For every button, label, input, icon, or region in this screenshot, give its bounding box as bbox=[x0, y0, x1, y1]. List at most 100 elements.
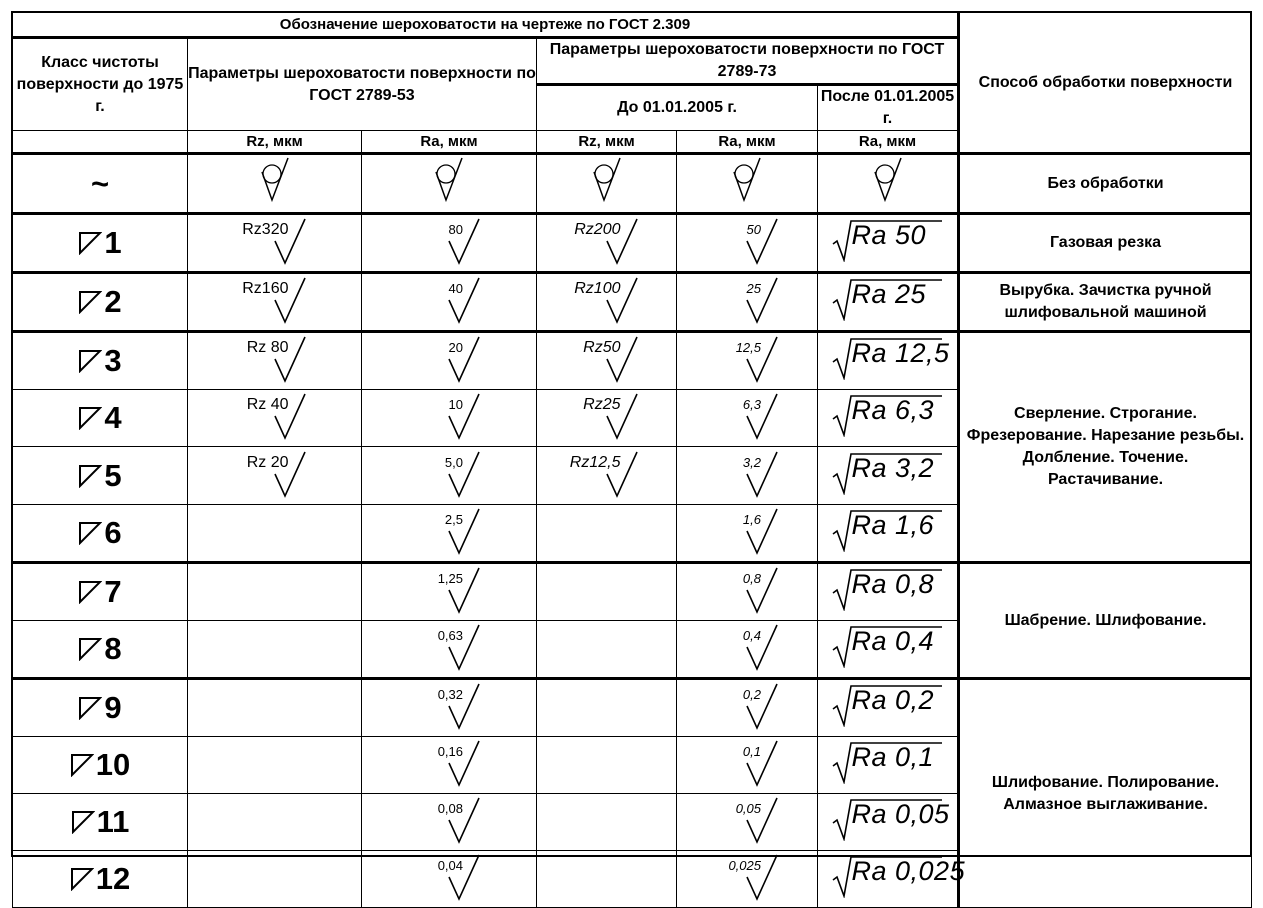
sqrt-roughness-symbol-icon: Ra 0,1 bbox=[832, 740, 944, 784]
rz53-cell bbox=[187, 850, 362, 908]
processing-method: Вырубка. Зачистка ручной шлифовальной ма… bbox=[957, 272, 1252, 333]
roughness-value: Rz320 bbox=[242, 221, 289, 238]
rz53-cell bbox=[187, 736, 362, 794]
ra73-cell: 0,4 bbox=[676, 620, 818, 680]
sqrt-roughness-symbol-icon: Ra 12,5 bbox=[832, 336, 949, 380]
class-value: 11 bbox=[96, 804, 130, 839]
ra-2005-value: Ra 0,1 bbox=[851, 742, 935, 772]
class-cell: 12 bbox=[12, 850, 188, 908]
rz53-cell: Rz 80 bbox=[187, 331, 362, 390]
class-value: 5 bbox=[104, 457, 122, 493]
ra-2005-cell: Ra 3,2 bbox=[817, 446, 959, 505]
class-cell: 8 bbox=[12, 620, 188, 680]
unit-spacer bbox=[12, 130, 188, 155]
roughness-symbol-icon: 20 bbox=[443, 333, 483, 383]
ra-2005-value: Ra 6,3 bbox=[851, 395, 935, 425]
roughness-symbol-icon: Rz50 bbox=[583, 333, 641, 383]
ra-2005-value: Ra 0,05 bbox=[851, 799, 950, 829]
roughness-symbol-icon: Rz100 bbox=[574, 274, 641, 324]
class-value: 10 bbox=[95, 747, 131, 782]
rz53-cell bbox=[187, 620, 362, 680]
roughness-value: Rz25 bbox=[583, 396, 621, 413]
processing-method: Сверление. Строгание. Фрезерование. Наре… bbox=[957, 331, 1252, 564]
class-cell: 9 bbox=[12, 678, 188, 737]
before-2005-header: До 01.01.2005 г. bbox=[536, 84, 818, 131]
table-row: ~ Без обработки bbox=[12, 153, 1252, 215]
class-cell: 3 bbox=[12, 331, 188, 390]
roughness-symbol-icon: 0,05 bbox=[736, 794, 781, 844]
roughness-symbol-icon: 25 bbox=[741, 274, 781, 324]
table-row: 10 0,16 0,1 Ra 0,1 bbox=[12, 736, 1252, 794]
roughness-value: 0,63 bbox=[437, 628, 463, 643]
roughness-value: 0,2 bbox=[742, 687, 761, 702]
sqrt-roughness-symbol-icon: Ra 25 bbox=[832, 277, 944, 321]
roughness-cell bbox=[536, 153, 677, 215]
ra53-cell: 2,5 bbox=[361, 504, 537, 564]
roughness-symbol-icon bbox=[590, 156, 624, 206]
roughness-value: 0,16 bbox=[437, 744, 463, 759]
roughness-symbol-icon: 0,04 bbox=[438, 851, 483, 901]
table-row: 7 1,25 0,8 Ra 0,8 Шабрение. Шлифование. bbox=[12, 562, 1252, 680]
roughness-cell bbox=[676, 153, 818, 215]
rz73-cell: Rz12,5 bbox=[536, 446, 677, 505]
ra53-cell: 40 bbox=[361, 272, 537, 333]
table-row: 4 Rz 40 10 Rz25 6,3 Ra 6,3 bbox=[12, 389, 1252, 447]
ra-2005-cell: Ra 0,8 bbox=[817, 562, 959, 621]
ra-2005-cell: Ra 25 bbox=[817, 272, 959, 333]
ra73-cell: 0,025 bbox=[676, 850, 818, 908]
ra53-cell: 1,25 bbox=[361, 562, 537, 621]
finish-class-triangle-icon bbox=[79, 638, 103, 662]
sqrt-roughness-symbol-icon: Ra 3,2 bbox=[832, 451, 944, 495]
rz53-cell bbox=[187, 562, 362, 621]
roughness-value: 0,1 bbox=[742, 744, 761, 759]
rz53-cell: Rz160 bbox=[187, 272, 362, 333]
finish-class-triangle-icon bbox=[70, 868, 95, 892]
roughness-value: 50 bbox=[746, 222, 761, 237]
after-2005-header: После 01.01.2005 г. bbox=[817, 84, 959, 131]
roughness-value: 0,025 bbox=[728, 858, 761, 873]
roughness-symbol-icon: 0,4 bbox=[741, 621, 781, 671]
ra-2005-value: Ra 3,2 bbox=[851, 452, 935, 483]
ra-2005-value: Ra 0,2 bbox=[851, 685, 935, 715]
table-row: 11 0,08 0,05 Ra 0,05 bbox=[12, 793, 1252, 851]
sqrt-roughness-symbol-icon: Ra 0,8 bbox=[832, 567, 944, 611]
roughness-cell bbox=[817, 153, 959, 215]
roughness-symbol-icon: 40 bbox=[443, 274, 483, 324]
roughness-value: 1,6 bbox=[742, 512, 761, 527]
table-row: 9 0,32 0,2 Ra 0,2 Шлифование. Полирование. А… bbox=[12, 678, 1252, 908]
rz73-cell bbox=[536, 620, 677, 680]
roughness-value: 25 bbox=[746, 281, 761, 296]
rz73-cell bbox=[536, 850, 677, 908]
rz73-cell: Rz25 bbox=[536, 389, 677, 447]
processing-method: Без обработки bbox=[957, 153, 1252, 215]
rz53-cell: Rz320 bbox=[187, 213, 362, 274]
finish-class-triangle-icon bbox=[70, 754, 95, 778]
roughness-symbol-icon bbox=[871, 156, 905, 206]
roughness-symbol-icon: 80 bbox=[443, 215, 483, 265]
ra-2005-cell: Ra 0,1 bbox=[817, 736, 959, 794]
roughness-value: 6,3 bbox=[742, 397, 761, 412]
sqrt-roughness-symbol-icon: Ra 0,05 bbox=[832, 797, 949, 841]
roughness-cell bbox=[361, 153, 537, 215]
class-column-header: Класс чистоты поверхности до 1975 г. bbox=[12, 37, 188, 131]
rz73-cell bbox=[536, 736, 677, 794]
rz53-cell: Rz 20 bbox=[187, 446, 362, 505]
roughness-value: 3,2 bbox=[742, 454, 761, 470]
roughness-symbol-icon: 0,2 bbox=[741, 680, 781, 730]
ra-2005-value: Ra 1,6 bbox=[851, 510, 935, 540]
ra-2005-cell: Ra 6,3 bbox=[817, 389, 959, 447]
ra73-cell: 0,1 bbox=[676, 736, 818, 794]
roughness-value: Rz160 bbox=[242, 280, 289, 297]
rz53-cell bbox=[187, 678, 362, 737]
ra53-cell: 10 bbox=[361, 389, 537, 447]
roughness-symbol-icon: 0,16 bbox=[438, 737, 483, 787]
unit-ra-53: Ra, мкм bbox=[361, 130, 537, 155]
class-value: 2 bbox=[104, 284, 122, 319]
roughness-symbol-icon: 0,1 bbox=[741, 737, 781, 787]
unit-rz-53: Rz, мкм bbox=[187, 130, 362, 155]
ra53-cell: 5,0 bbox=[361, 446, 537, 505]
table-row: 8 0,63 0,4 Ra 0,4 bbox=[12, 620, 1252, 680]
rz73-cell bbox=[536, 562, 677, 621]
ra73-cell: 50 bbox=[676, 213, 818, 274]
roughness-symbol-icon: Rz 40 bbox=[247, 390, 309, 440]
